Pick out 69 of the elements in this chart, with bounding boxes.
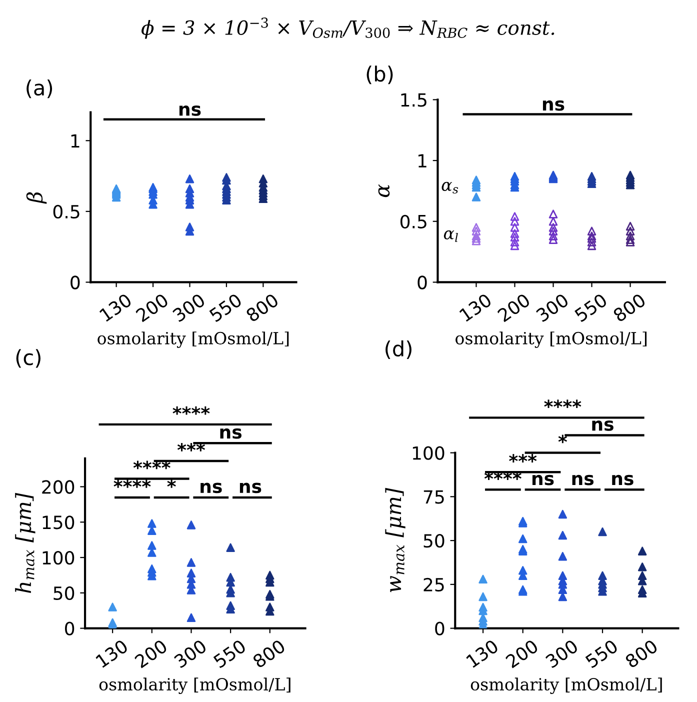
x-tick-label: 300 <box>535 292 570 322</box>
x-tick-label: 200 <box>134 638 168 668</box>
x-tick-label: 300 <box>544 638 579 668</box>
text: (c) <box>16 349 40 368</box>
text: (d) <box>386 340 412 360</box>
x-tick-label: 550 <box>574 292 608 322</box>
ref-line-label: ns <box>179 106 201 116</box>
y-tick-label: 0 <box>70 276 80 290</box>
y-tick-label: 25 <box>424 578 444 592</box>
x-tick-label: 200 <box>496 292 531 322</box>
y-tick-label: 150 <box>42 516 74 530</box>
annotation: **** <box>114 479 151 488</box>
y-tick-label: 0 <box>435 622 444 636</box>
text: **** <box>172 406 210 415</box>
y-axis-title: w$_{max}$ [μm] <box>385 488 406 592</box>
text: (a) <box>26 80 52 98</box>
x-tick-label: 550 <box>212 638 247 668</box>
x-axis-title: osmolarity [mOsmol/L] <box>98 332 289 348</box>
y-tick-label: 1 <box>418 154 426 168</box>
y-tick-label: 75 <box>424 490 444 504</box>
y-tick-label: 0 <box>65 622 74 636</box>
x-tick-label: 130 <box>95 638 129 668</box>
x-tick-label: 200 <box>504 638 539 668</box>
text: * <box>558 434 568 444</box>
text: ns <box>220 428 242 439</box>
y-tick-label: 0.5 <box>400 214 426 228</box>
annotation: ns <box>612 474 634 486</box>
y-tick-label: 1 <box>71 134 80 148</box>
text: (b) <box>366 66 393 84</box>
x-tick-label: 130 <box>458 292 492 322</box>
annotation: ns <box>200 482 222 494</box>
annotation: ns <box>532 474 554 486</box>
y-tick-label: 50 <box>424 534 444 548</box>
annotation: ns <box>240 482 262 494</box>
x-axis-title: osmolarity [mOsmol/L] <box>456 332 647 348</box>
x-axis-title: osmolarity [mOsmol/L] <box>470 678 662 694</box>
y-axis-title: α <box>378 184 390 198</box>
x-tick-label: 130 <box>466 638 500 668</box>
y-tick-label: 0 <box>418 276 427 290</box>
y-axis-title: h$_{max}$ [μm] <box>15 492 36 593</box>
y-tick-label: 200 <box>42 480 74 494</box>
x-tick-label: 800 <box>252 638 286 669</box>
y-axis-title: β <box>26 192 47 204</box>
text: *** <box>177 442 206 452</box>
x-tick-label: 300 <box>172 292 206 322</box>
ref-line-label: ns <box>542 100 564 111</box>
x-tick-label: 300 <box>173 638 208 668</box>
x-tick-label: 800 <box>612 292 646 322</box>
text: ns <box>592 420 614 431</box>
x-tick-label: 200 <box>135 292 170 322</box>
annotation: **** <box>133 460 170 470</box>
x-tick-label: 550 <box>208 292 243 322</box>
x-tick-label: 550 <box>584 638 619 668</box>
x-tick-label: 800 <box>245 292 280 322</box>
annotation: *** <box>509 454 537 462</box>
chart-title: ϕ = 3 × 10$^{−3}$ × V$_{Osm}$/V$_{300}$ ⇒ N$_{RBC}$ ≈ const. <box>142 18 554 39</box>
x-tick-label: 130 <box>98 292 132 322</box>
series-label: α$_{l}$ <box>444 230 458 242</box>
y-tick-label: 1.5 <box>401 93 426 107</box>
series-label: α$_{s}$ <box>442 182 458 194</box>
x-tick-label: 800 <box>624 638 658 669</box>
y-tick-label: 100 <box>42 550 74 565</box>
x-axis-title: osmolarity [mOsmol/L] <box>99 678 290 694</box>
text: **** <box>544 400 582 408</box>
y-tick-label: 50 <box>54 586 74 600</box>
annotation: * <box>167 479 176 488</box>
y-tick-label: 100 <box>412 446 444 460</box>
annotation: ns <box>572 474 594 486</box>
y-tick-label: 0.5 <box>53 204 80 219</box>
